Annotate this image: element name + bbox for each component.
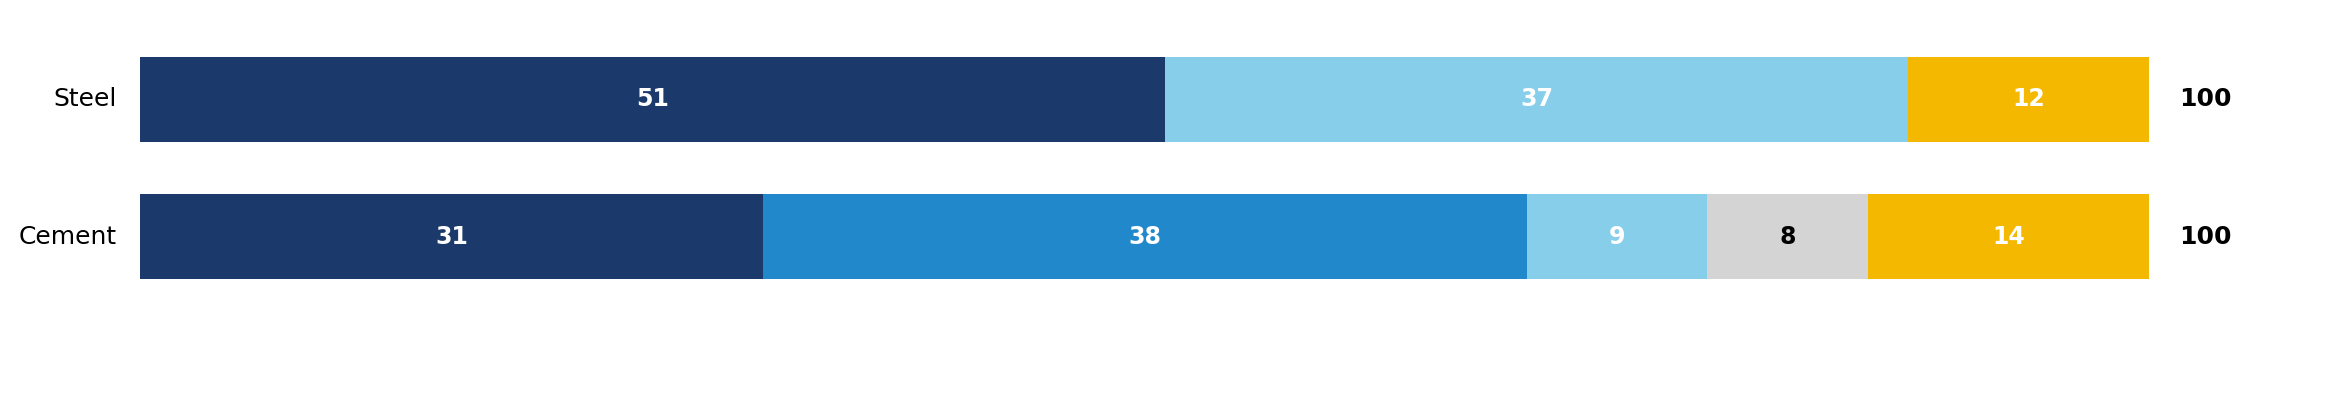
Bar	[1907, 57, 2148, 142]
Text: Steel: Steel	[54, 87, 117, 111]
Text: 38: 38	[1128, 225, 1161, 249]
Bar	[763, 194, 1526, 279]
Text: 31: 31	[435, 225, 468, 249]
Text: Cement: Cement	[19, 225, 117, 249]
Text: 8: 8	[1778, 225, 1795, 249]
Bar	[1708, 194, 1867, 279]
Bar	[1867, 194, 2148, 279]
Text: 9: 9	[1608, 225, 1626, 249]
Bar	[140, 57, 1165, 142]
Text: 51: 51	[636, 87, 669, 111]
Text: 12: 12	[2012, 87, 2045, 111]
Bar	[140, 194, 763, 279]
Text: 100: 100	[2179, 225, 2232, 249]
Text: 37: 37	[1521, 87, 1554, 111]
Text: 100: 100	[2179, 87, 2232, 111]
Text: 14: 14	[1991, 225, 2024, 249]
Bar	[1165, 57, 1907, 142]
Bar	[1526, 194, 1708, 279]
